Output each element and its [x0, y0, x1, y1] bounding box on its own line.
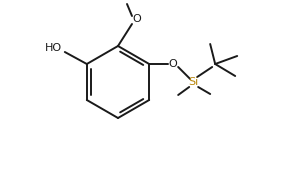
Text: O: O — [133, 14, 141, 24]
Text: Si: Si — [188, 77, 198, 87]
Text: HO: HO — [45, 43, 62, 53]
Text: O: O — [169, 59, 177, 69]
